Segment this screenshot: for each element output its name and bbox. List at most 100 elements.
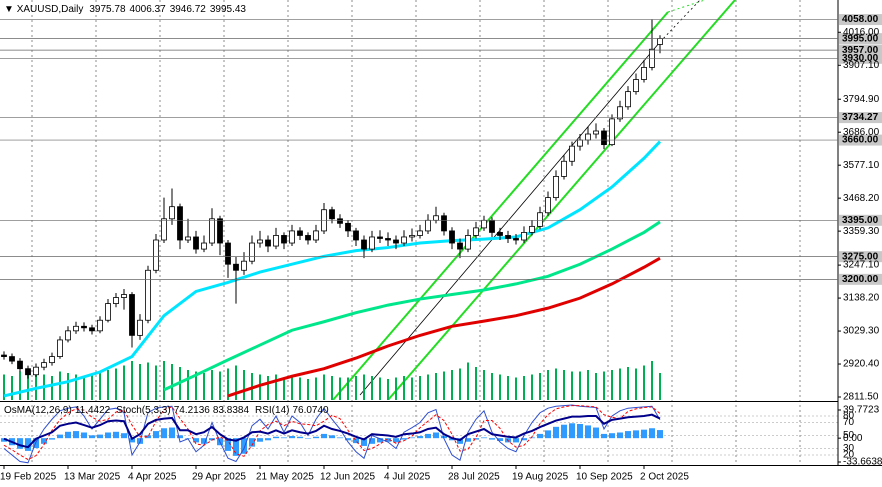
osma-bar bbox=[337, 437, 343, 439]
close-value: 3995.43 bbox=[210, 4, 247, 15]
volume-bar bbox=[507, 376, 509, 400]
candle-body bbox=[641, 67, 647, 80]
osma-bar bbox=[241, 438, 247, 454]
volume-bar bbox=[243, 370, 245, 400]
osma-bar bbox=[57, 434, 63, 439]
candle-body bbox=[585, 133, 591, 141]
osma-bar bbox=[257, 438, 263, 442]
candle-body bbox=[481, 219, 487, 229]
candle-body bbox=[473, 227, 479, 236]
volume-bar bbox=[51, 376, 53, 400]
volume-bar bbox=[283, 377, 285, 400]
candle-body bbox=[193, 236, 199, 250]
volume-bar bbox=[451, 370, 453, 400]
candle-body bbox=[521, 232, 527, 241]
candle-body bbox=[337, 218, 343, 224]
y-tick-label: 3907.10 bbox=[843, 60, 880, 71]
level-label-box bbox=[839, 134, 882, 146]
volume-bar bbox=[235, 365, 237, 400]
oscillator-tick-label: 50 bbox=[843, 430, 855, 441]
candle-body bbox=[73, 325, 79, 332]
candle-body bbox=[249, 242, 255, 262]
candle-body bbox=[121, 294, 127, 298]
osma-bar bbox=[497, 438, 503, 441]
x-tick-label: 19 Feb 2025 bbox=[0, 472, 57, 483]
osma-bar bbox=[625, 431, 631, 439]
osma-bar bbox=[569, 423, 575, 439]
volume-bar bbox=[315, 377, 317, 400]
candle-body bbox=[89, 327, 95, 332]
moving-average bbox=[227, 256, 661, 398]
x-tick-label: 12 Jun 2025 bbox=[320, 472, 375, 483]
y-tick-label: 3577.10 bbox=[843, 160, 880, 171]
osma-bar bbox=[193, 438, 199, 443]
candle-body bbox=[305, 235, 311, 241]
volume-bar bbox=[491, 373, 493, 400]
osma-bar bbox=[473, 438, 479, 440]
candle-body bbox=[529, 225, 535, 233]
volume-bar bbox=[571, 371, 573, 400]
osma-bar bbox=[17, 438, 23, 449]
candle-body bbox=[377, 236, 383, 239]
osma-bar bbox=[465, 438, 471, 442]
osma-bar bbox=[289, 436, 295, 439]
osma-bar bbox=[129, 438, 135, 443]
osma-bar bbox=[385, 438, 391, 442]
volume-bar bbox=[155, 365, 157, 400]
y-tick-label: 3247.10 bbox=[843, 260, 880, 271]
volume-bar bbox=[267, 376, 269, 400]
volume-bar bbox=[547, 370, 549, 400]
trend-line bbox=[387, 0, 736, 400]
osma-bar bbox=[297, 436, 303, 439]
level-label: 3275.00 bbox=[842, 251, 879, 262]
candle-body bbox=[169, 206, 175, 220]
candle-body bbox=[81, 325, 87, 329]
open-value: 3975.78 bbox=[89, 4, 126, 15]
y-tick-label: 3138.20 bbox=[843, 293, 880, 304]
volume-bar bbox=[107, 370, 109, 400]
menu-arrow: ▼ bbox=[4, 4, 17, 15]
indicator-name: Stoch(5,3,3) bbox=[116, 405, 170, 416]
indicator-value: 74.2136 bbox=[174, 405, 211, 416]
oscillator-y2-tick-label: 0.00 bbox=[843, 433, 863, 444]
x-tick-label: 19 Aug 2025 bbox=[512, 472, 569, 483]
osma-bar bbox=[249, 438, 255, 447]
candle-body bbox=[177, 206, 183, 241]
candle-body bbox=[113, 297, 119, 304]
candle-body bbox=[449, 230, 455, 244]
level-label: 3660.00 bbox=[842, 135, 879, 146]
x-tick-label: 28 Jul 2025 bbox=[448, 472, 500, 483]
y-tick-label: 2811.50 bbox=[843, 392, 879, 403]
candle-body bbox=[465, 235, 471, 250]
candle-body bbox=[1, 354, 7, 357]
osma-bar bbox=[225, 438, 231, 451]
candle-body bbox=[577, 139, 583, 147]
candle-body bbox=[201, 242, 207, 250]
osma-bar bbox=[281, 437, 287, 439]
volume-bar bbox=[475, 367, 477, 400]
volume-bar bbox=[27, 370, 29, 400]
level-label-box bbox=[839, 44, 882, 56]
candle-body bbox=[385, 238, 391, 241]
trend-line bbox=[359, 41, 661, 396]
volume-bar bbox=[515, 377, 517, 400]
volume-bar bbox=[603, 371, 605, 400]
candle-body bbox=[369, 236, 375, 250]
y-tick-label: 3029.30 bbox=[843, 326, 880, 337]
volume-bar bbox=[187, 370, 189, 400]
osma-bar bbox=[417, 436, 423, 439]
candle-body bbox=[289, 230, 295, 244]
volume-bar bbox=[411, 377, 413, 400]
volume-bar bbox=[219, 371, 221, 400]
candle-body bbox=[433, 215, 439, 221]
osma-bar bbox=[369, 438, 375, 444]
candle-body bbox=[273, 235, 279, 247]
candle-body bbox=[545, 197, 551, 214]
volume-bar bbox=[163, 361, 165, 400]
rsi-line bbox=[3, 413, 661, 449]
volume-bar bbox=[91, 373, 93, 400]
volume-bar bbox=[563, 370, 565, 400]
trend-line bbox=[332, 11, 669, 400]
volume-bar bbox=[131, 361, 133, 400]
candle-body bbox=[489, 219, 495, 233]
